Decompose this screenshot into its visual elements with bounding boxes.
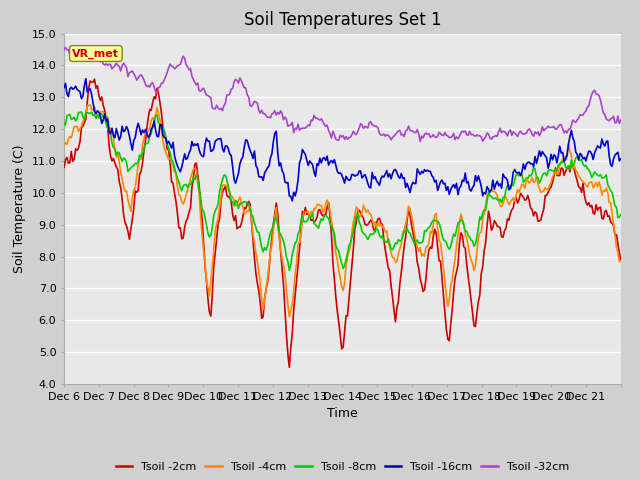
Text: VR_met: VR_met — [72, 48, 119, 59]
X-axis label: Time: Time — [327, 407, 358, 420]
Legend: Tsoil -2cm, Tsoil -4cm, Tsoil -8cm, Tsoil -16cm, Tsoil -32cm: Tsoil -2cm, Tsoil -4cm, Tsoil -8cm, Tsoi… — [111, 457, 573, 477]
Y-axis label: Soil Temperature (C): Soil Temperature (C) — [13, 144, 26, 273]
Title: Soil Temperatures Set 1: Soil Temperatures Set 1 — [244, 11, 441, 29]
